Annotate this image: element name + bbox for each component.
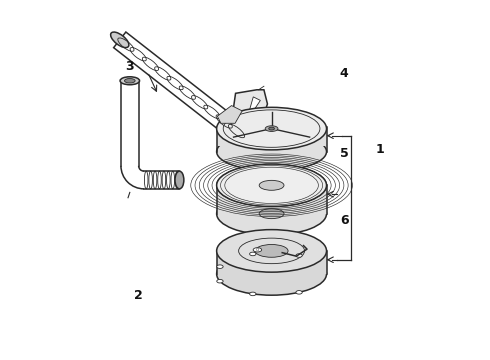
Polygon shape [217,251,326,274]
Text: 1: 1 [375,143,384,156]
Text: 4: 4 [340,67,348,80]
Ellipse shape [217,253,326,295]
Ellipse shape [259,180,284,190]
Ellipse shape [111,32,129,48]
Ellipse shape [265,126,278,131]
Polygon shape [246,97,260,122]
Polygon shape [114,32,249,144]
Polygon shape [218,105,242,123]
Text: 3: 3 [125,60,134,73]
Ellipse shape [233,132,252,139]
Ellipse shape [253,248,262,252]
Ellipse shape [296,254,302,257]
Text: 6: 6 [340,214,348,227]
Ellipse shape [249,252,256,256]
Ellipse shape [217,164,326,207]
Ellipse shape [217,279,223,283]
Text: 5: 5 [340,147,348,160]
Ellipse shape [124,78,135,83]
Ellipse shape [217,265,223,269]
Polygon shape [232,90,268,132]
Ellipse shape [259,209,284,219]
Text: O: O [256,248,259,252]
Ellipse shape [120,77,140,85]
Polygon shape [217,185,326,214]
Polygon shape [217,127,326,146]
Ellipse shape [269,127,274,130]
Ellipse shape [296,291,302,294]
Ellipse shape [217,192,326,235]
Ellipse shape [255,244,288,257]
Ellipse shape [249,292,256,296]
Ellipse shape [217,132,326,171]
Ellipse shape [217,107,326,150]
Ellipse shape [217,230,326,272]
Text: 2: 2 [134,289,143,302]
Ellipse shape [175,171,184,189]
